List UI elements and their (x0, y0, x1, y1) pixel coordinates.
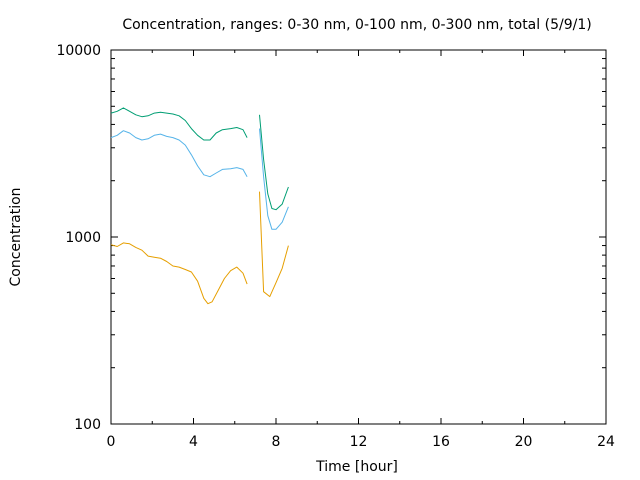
series-group (110, 107, 289, 305)
x-axis-ticks: 0 4 8 12 16 20 24 (107, 50, 615, 450)
x-tick-label: 4 (189, 434, 198, 450)
x-tick-label: 0 (107, 434, 116, 450)
y-axis-ticks: 100 1000 10000 (56, 43, 606, 433)
x-tick-label: 16 (432, 434, 450, 450)
y-tick-label: 1000 (65, 230, 101, 246)
x-tick-label: 8 (272, 434, 281, 450)
x-tick-label: 12 (350, 434, 368, 450)
x-tick-label: 20 (515, 434, 533, 450)
series-1-line-segment-1 (110, 242, 248, 305)
chart-title: Concentration, ranges: 0-30 nm, 0-100 nm… (122, 17, 591, 33)
series-2-line-segment-2 (259, 128, 289, 230)
plot-frame (110, 49, 607, 425)
x-axis-label: Time [hour] (315, 459, 398, 475)
series-1-line-segment-2 (259, 191, 289, 298)
x-tick-label: 24 (597, 434, 615, 450)
y-tick-label: 100 (74, 417, 101, 433)
minor-ticks (111, 50, 606, 424)
y-tick-label: 10000 (56, 43, 101, 59)
series-3-line-segment-2 (259, 114, 289, 211)
y-axis-label: Concentration (8, 187, 24, 286)
series-2-line-segment-1 (110, 130, 248, 178)
series-3-line-segment-1 (110, 107, 248, 141)
